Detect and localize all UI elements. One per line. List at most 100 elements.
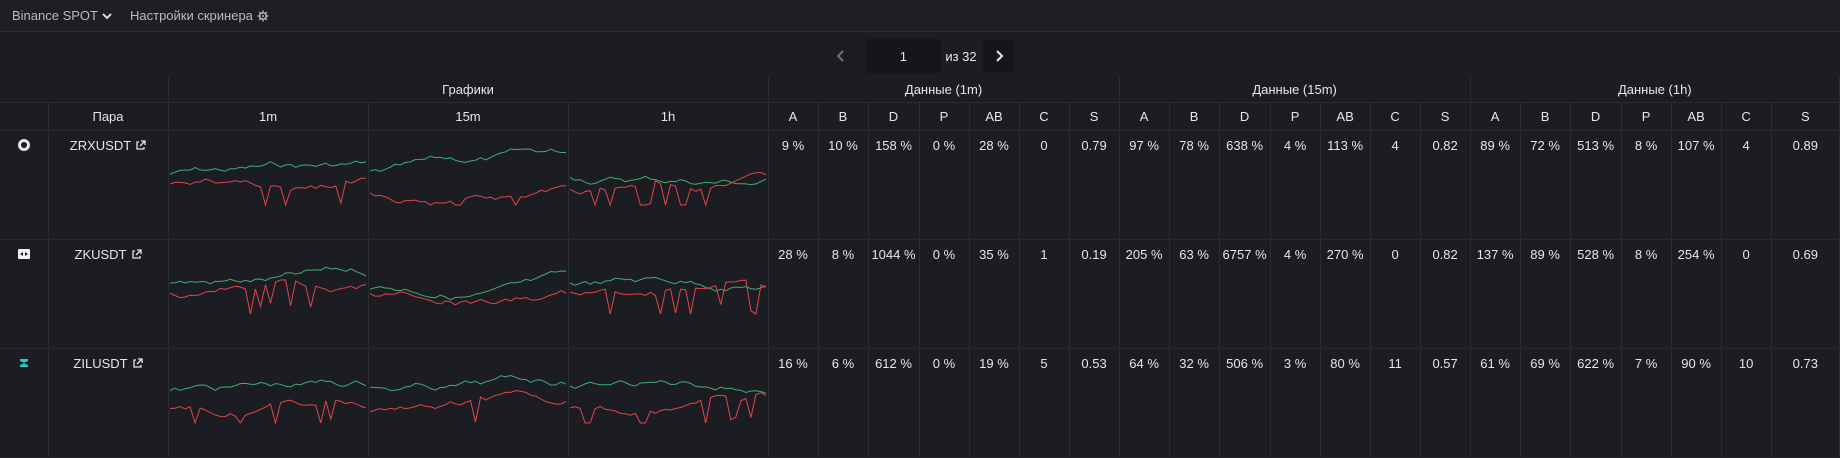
col-header-h1-a[interactable]: A (1470, 102, 1521, 131)
value-h1-b: 72 % (1520, 130, 1571, 240)
value-m15-d: 506 % (1219, 348, 1271, 458)
value-m15-ab: 80 % (1320, 348, 1371, 458)
col-header-m15-b[interactable]: B (1169, 102, 1220, 131)
pair-cell: ZILUSDT (48, 348, 169, 458)
pair-cell: ZRXUSDT (48, 130, 169, 240)
data-15m-group-header: Данные (15m) (1119, 76, 1471, 103)
col-header-m1-s[interactable]: S (1069, 102, 1120, 131)
chart-1m-header: 1m (168, 102, 369, 131)
next-page-button[interactable] (982, 40, 1015, 72)
value-m1-s: 0.53 (1069, 348, 1120, 458)
charts-group-header: Графики (168, 76, 769, 103)
col-header-m15-d[interactable]: D (1219, 102, 1271, 131)
value-m1-d: 1044 % (868, 239, 920, 349)
sparkline-15m (369, 270, 567, 306)
col-header-m15-a[interactable]: A (1119, 102, 1170, 131)
sparkline-1m (169, 379, 367, 425)
col-header-h1-s[interactable]: S (1771, 102, 1840, 131)
pair-link[interactable]: ZILUSDT (73, 356, 143, 371)
sparkline-15m (369, 374, 567, 423)
value-m15-a: 97 % (1119, 130, 1170, 240)
screener-settings-label: Настройки скринера (130, 8, 253, 23)
value-m15-d: 638 % (1219, 130, 1271, 240)
external-link-icon[interactable] (131, 249, 142, 260)
value-h1-p: 8 % (1621, 130, 1672, 240)
chevron-left-icon (836, 50, 845, 62)
col-header-m15-ab[interactable]: AB (1320, 102, 1371, 131)
chart-1h-cell (568, 348, 769, 458)
chart-15m-header: 15m (368, 102, 569, 131)
chart-15m-cell (368, 348, 569, 458)
sparkline-15m-green-line (369, 374, 567, 391)
value-m15-a: 205 % (1119, 239, 1170, 349)
chart-1h-header: 1h (568, 102, 769, 131)
chart-1m-cell (168, 130, 369, 240)
value-h1-c: 4 (1721, 130, 1772, 240)
zk-coin-icon (17, 249, 30, 259)
sparkline-1h (569, 276, 767, 315)
sparkline-1h-green-line (569, 276, 767, 292)
col-header-h1-d[interactable]: D (1570, 102, 1622, 131)
exchange-selector[interactable]: Binance SPOT (12, 8, 112, 23)
value-m15-b: 78 % (1169, 130, 1220, 240)
value-h1-d: 513 % (1570, 130, 1622, 240)
chart-1h-cell (568, 239, 769, 349)
col-header-m1-p[interactable]: P (919, 102, 970, 131)
sparkline-15m-red-line (369, 185, 567, 206)
col-header-m1-d[interactable]: D (868, 102, 920, 131)
screener-table: Графики Данные (1m) Данные (15m) Данные … (0, 76, 1840, 458)
pair-name: ZILUSDT (73, 356, 128, 371)
value-m1-d: 612 % (868, 348, 920, 458)
col-header-m1-b[interactable]: B (818, 102, 869, 131)
value-m15-a: 64 % (1119, 348, 1170, 458)
sparkline-1m-red-line (169, 177, 366, 207)
external-link-icon[interactable] (135, 140, 146, 151)
col-header-m1-c[interactable]: C (1019, 102, 1070, 131)
sparkline-1m (169, 160, 367, 207)
col-header-m15-p[interactable]: P (1270, 102, 1321, 131)
col-header-m15-c[interactable]: C (1370, 102, 1421, 131)
sparkline-15m-green-line (369, 270, 567, 301)
col-header-h1-ab[interactable]: AB (1671, 102, 1722, 131)
col-header-h1-p[interactable]: P (1621, 102, 1672, 131)
col-header-m15-s[interactable]: S (1420, 102, 1471, 131)
col-header-h1-c[interactable]: C (1721, 102, 1772, 131)
page-number-input[interactable] (865, 39, 942, 73)
table-row[interactable]: ZRXUSDT 9 % 10 % 158 % 0 % 28 % 0 0.79 97 % 78 % 6… (0, 130, 1840, 240)
value-h1-p: 8 % (1621, 239, 1672, 349)
table-row[interactable]: ZKUSDT 28 % 8 % 1044 % 0 % 35 % 1 0.19 205 % 63 %… (0, 239, 1840, 349)
chart-1h-cell (568, 130, 769, 240)
value-m1-b: 8 % (818, 239, 869, 349)
pair-column-header[interactable]: Пара (48, 102, 169, 131)
value-h1-d: 622 % (1570, 348, 1622, 458)
value-m15-s: 0.82 (1420, 239, 1471, 349)
pair-link[interactable]: ZKUSDT (75, 247, 142, 262)
value-m1-p: 0 % (919, 348, 970, 458)
value-m15-s: 0.82 (1420, 130, 1471, 240)
pair-link[interactable]: ZRXUSDT (70, 138, 146, 153)
coin-icon-cell (0, 239, 49, 349)
sparkline-1h (569, 380, 767, 424)
value-m15-c: 0 (1370, 239, 1421, 349)
value-h1-a: 89 % (1470, 130, 1521, 240)
screener-settings-button[interactable]: Настройки скринера (130, 8, 269, 23)
col-header-h1-b[interactable]: B (1520, 102, 1571, 131)
value-m15-ab: 113 % (1320, 130, 1371, 240)
value-m1-s: 0.19 (1069, 239, 1120, 349)
prev-page-button[interactable] (825, 40, 857, 72)
col-header-m1-ab[interactable]: AB (969, 102, 1020, 131)
pair-name: ZRXUSDT (69, 138, 132, 153)
icon-column-header (0, 102, 49, 131)
data-1m-group-header: Данные (1m) (768, 76, 1120, 103)
external-link-icon[interactable] (132, 358, 143, 369)
sparkline-15m (369, 148, 567, 206)
col-header-m1-a[interactable]: A (768, 102, 819, 131)
sparkline-1h-green-line (569, 380, 767, 394)
value-m1-s: 0.79 (1069, 130, 1120, 240)
exchange-label: Binance SPOT (12, 8, 98, 23)
data-1h-group-header: Данные (1h) (1470, 76, 1840, 103)
value-m1-c: 0 (1019, 130, 1070, 240)
sparkline-1h-green-line (569, 175, 767, 186)
value-h1-s: 0.89 (1771, 130, 1840, 240)
table-row[interactable]: ZILUSDT 16 % 6 % 612 % 0 % 19 % 5 0.53 64 % 32 % 5… (0, 348, 1840, 458)
